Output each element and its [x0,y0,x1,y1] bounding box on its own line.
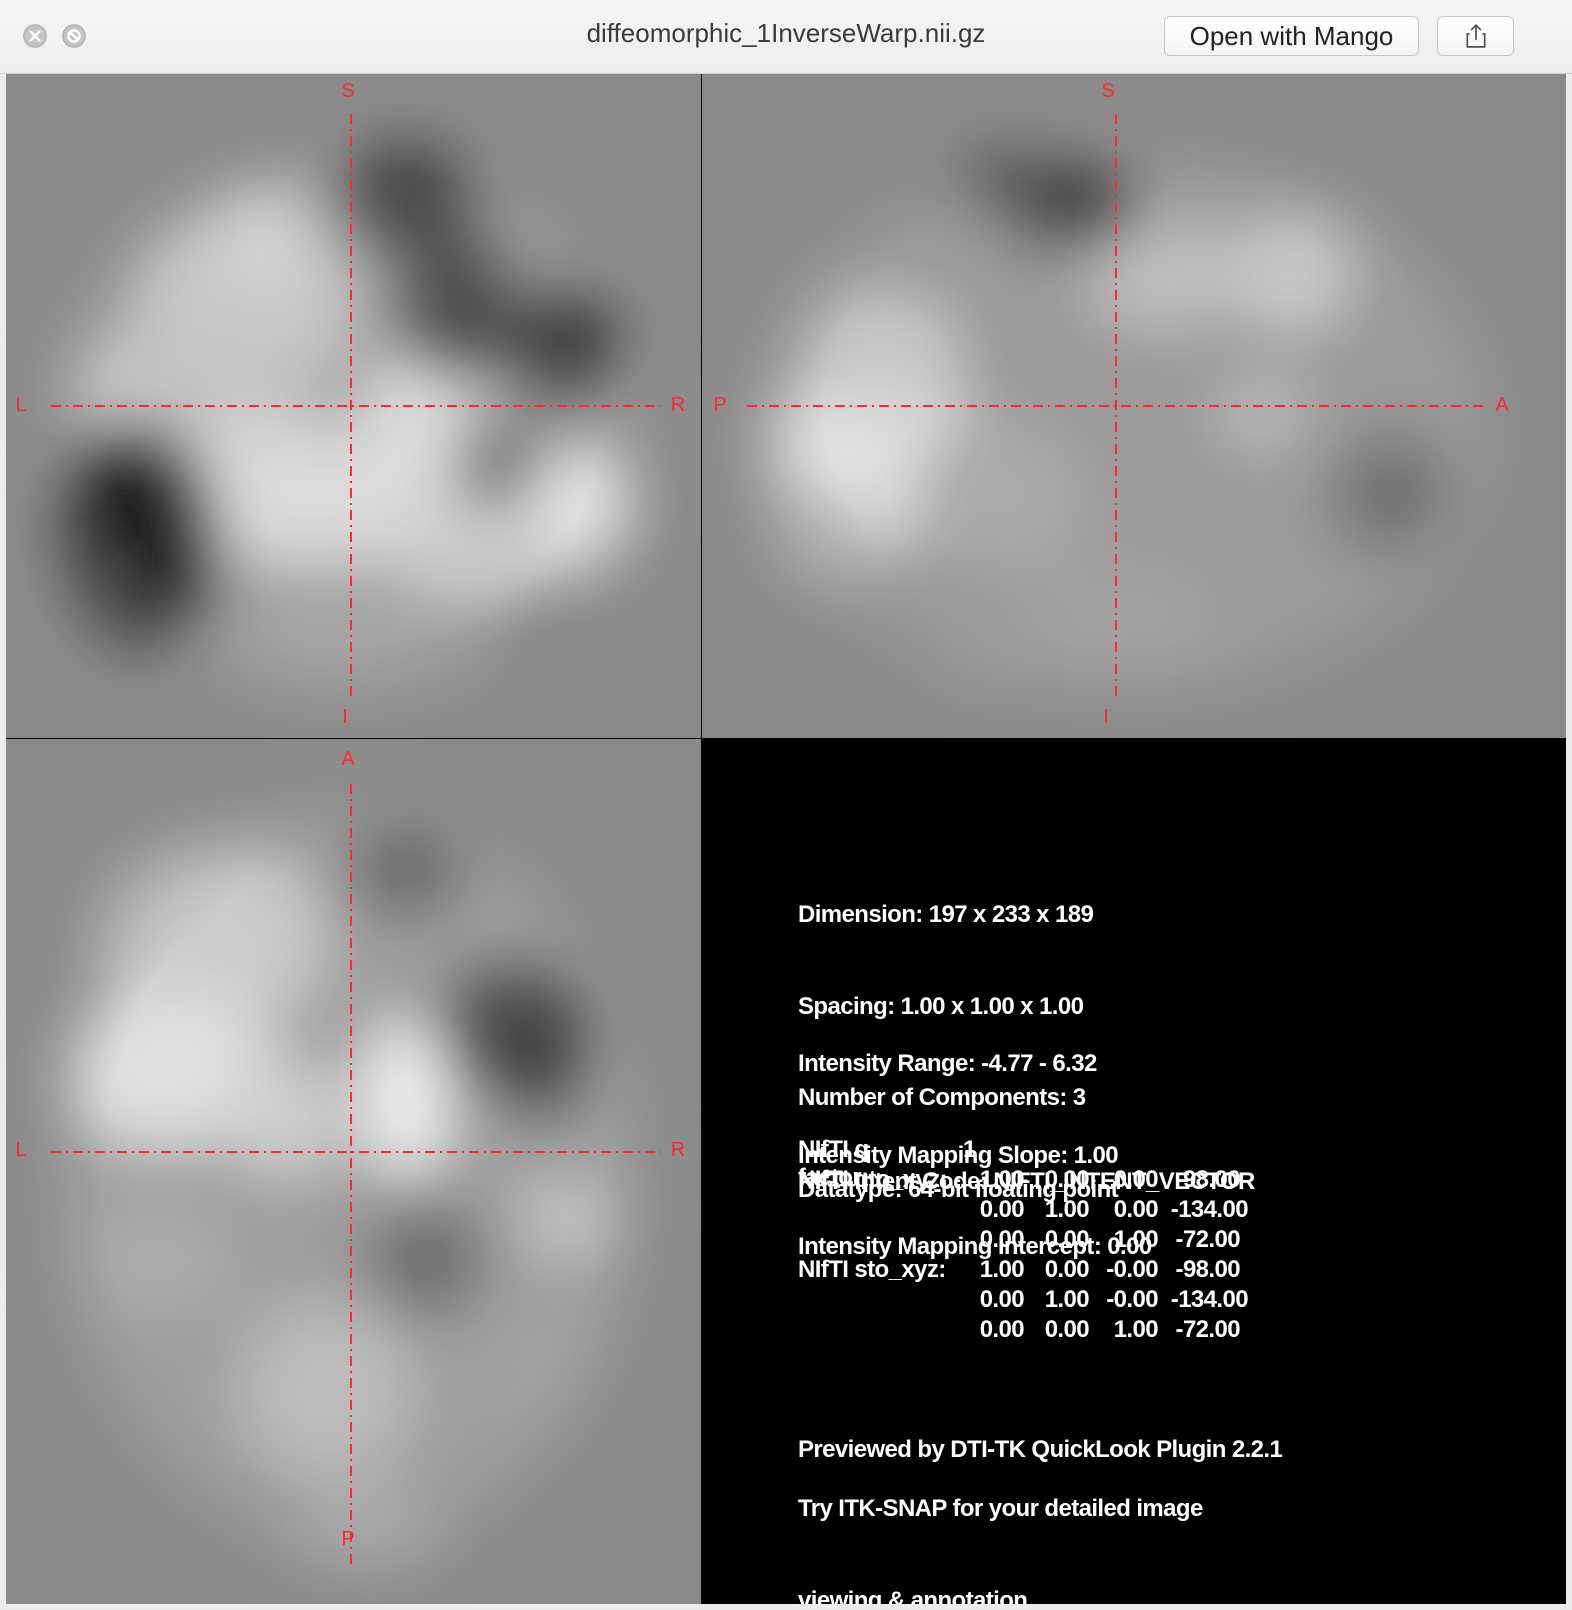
minimize-button[interactable] [62,24,86,48]
matrix-cell: 1.00 [1113,1226,1159,1253]
image-info-panel: Dimension: 197 x 233 x 189 Spacing: 1.00… [728,758,1566,1604]
share-icon [1465,24,1486,48]
itk-snap-line-2: viewing & annotation [798,1586,1028,1605]
matrix-cell: 0.00 [979,1316,1025,1343]
sto-row-2: 0.00 0.00 1.00 -72.00 [798,1316,1298,1346]
coronal-view: S I L R [6,74,701,738]
axial-top-label: A [341,748,355,770]
matrix-cell: 1.00 [1044,1196,1090,1223]
sto-row-0: NIfTI sto_xyz: 1.00 0.00 -0.00 -98.00 [798,1256,1298,1286]
axial-slice-image [6,739,701,1604]
components-text: Number of Components: 3 [798,1084,1086,1111]
matrix-cell: -0.00 [1106,1256,1158,1283]
coronal-left-label: L [15,394,27,416]
matrix-cell: 0.00 [979,1196,1025,1223]
close-icon [23,24,47,48]
itk-snap-line-1: Try ITK-SNAP for your detailed image [798,1495,1203,1522]
dimension-text: Dimension: 197 x 233 x 189 [798,901,1094,928]
q-factor-label: NIfTI q factor: [798,1136,869,1191]
title-bar: diffeomorphic_1InverseWarp.nii.gz Open w… [0,0,1572,74]
matrix-cell: -72.00 [1175,1226,1241,1253]
matrix-cell: 1.00 [979,1256,1025,1283]
intent-code-text: NIfTI Intent Code: NIFTI_INTENT_VECTOR [798,1168,1255,1195]
matrix-cell: 0.00 [1044,1316,1090,1343]
qto-row-1: 0.00 1.00 0.00 -134.00 [798,1196,1298,1226]
axial-right-label: R [670,1139,686,1161]
qto-row-0: NIfTI qto_xyz: 1.00 0.00 0.00 -98.00 [798,1166,1298,1196]
matrix-cell: 0.00 [979,1226,1025,1253]
coronal-top-label: S [341,80,355,102]
minimize-icon [62,24,86,48]
matrix-cell: 0.00 [1044,1256,1090,1283]
sagittal-right-label: A [1495,394,1509,416]
matrix-cell: -134.00 [1170,1196,1249,1223]
sagittal-bottom-label: I [1103,706,1109,728]
open-with-mango-button[interactable]: Open with Mango [1164,16,1419,56]
matrix-cell: -134.00 [1170,1286,1249,1313]
matrix-cell: 1.00 [979,1166,1025,1193]
matrix-cell: 1.00 [1113,1316,1159,1343]
mapping-slope-text: Intensity Mapping Slope: 1.00 [798,1141,1119,1169]
axial-view: A P L R [6,739,701,1604]
sagittal-view: S I P A [702,74,1566,738]
axial-bottom-label: P [341,1528,355,1550]
sagittal-top-label: S [1101,80,1115,102]
q-factor-value: 1 [963,1136,976,1163]
qto-row-2: 0.00 0.00 1.00 -72.00 [798,1226,1298,1256]
matrix-cell: 0.00 [1044,1166,1090,1193]
matrix-cell: -72.00 [1175,1316,1241,1343]
sagittal-left-label: P [713,394,727,416]
close-button[interactable] [23,24,47,48]
sto-label: NIfTI sto_xyz: [798,1256,946,1283]
previewed-by-text: Previewed by DTI-TK QuickLook Plugin 2.2… [798,1436,1283,1463]
sto-row-1: 0.00 1.00 -0.00 -134.00 [798,1286,1298,1316]
matrix-cell: 0.00 [1113,1196,1159,1223]
axial-left-label: L [15,1139,27,1161]
coronal-slice-image [6,74,701,738]
matrix-cell: 0.00 [1044,1226,1090,1253]
matrix-cell: 0.00 [1113,1166,1159,1193]
matrix-cell: 0.00 [979,1286,1025,1313]
matrix-cell: 1.00 [1044,1286,1090,1313]
intensity-range-text: Intensity Range: -4.77 - 6.32 [798,1050,1097,1077]
matrix-cell: -98.00 [1175,1166,1241,1193]
matrix-cell: -98.00 [1175,1256,1241,1283]
share-button[interactable] [1437,16,1514,56]
qto-label: NIfTI qto_xyz: [798,1166,948,1193]
mapping-intercept-text: Intensity Mapping Intercept: 0.00 [798,1233,1152,1260]
spacing-text: Spacing: 1.00 x 1.00 x 1.00 [798,992,1084,1020]
preview-area: S I L R [6,74,1566,1604]
datatype-text: Datatype: 64-bit floating point [798,1175,1119,1203]
sagittal-slice-image [702,74,1566,738]
matrix-cell: -0.00 [1106,1286,1158,1313]
coronal-bottom-label: I [342,706,348,728]
coronal-right-label: R [670,394,686,416]
